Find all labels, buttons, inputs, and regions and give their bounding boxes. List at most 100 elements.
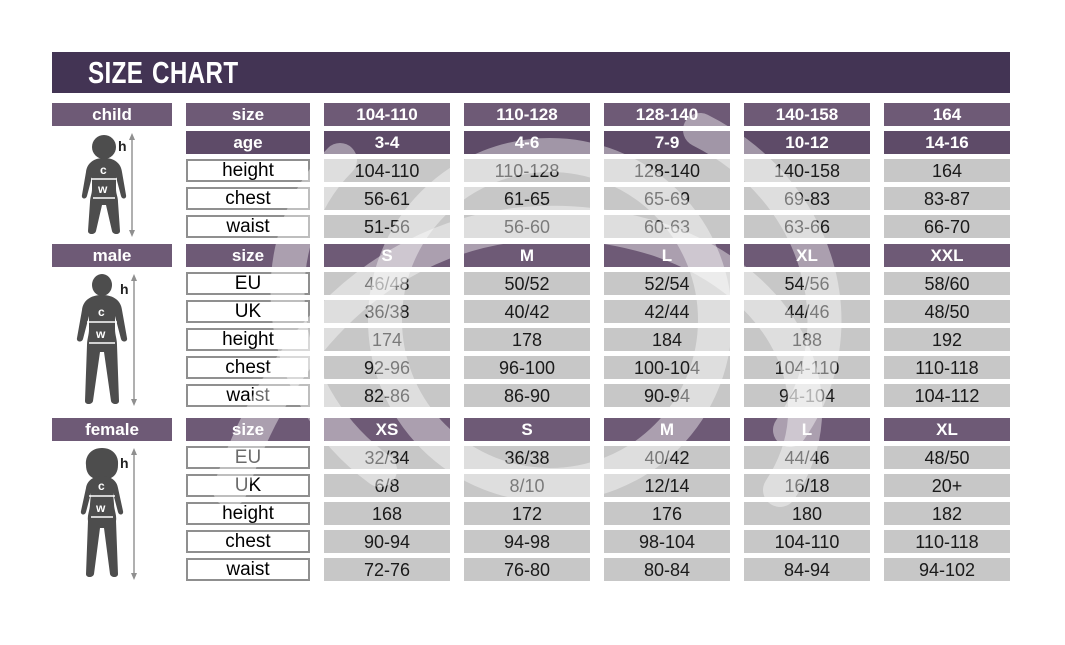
section-male: male size S M L XL XXL h c w EU 46/48 50/52 52/54… bbox=[52, 244, 1010, 407]
value-cell: 58/60 bbox=[884, 272, 1010, 295]
row-label-chest: chest bbox=[186, 356, 310, 379]
row-label-waist: waist bbox=[186, 384, 310, 407]
value-cell: 110-118 bbox=[884, 356, 1010, 379]
column-header: L bbox=[604, 244, 730, 267]
value-cell: 98-104 bbox=[604, 530, 730, 553]
value-cell: 76-80 bbox=[464, 558, 590, 581]
row-header-age: age bbox=[186, 131, 310, 154]
waist-label: w bbox=[97, 182, 108, 196]
value-cell: 192 bbox=[884, 328, 1010, 351]
value-cell: 36/38 bbox=[324, 300, 450, 323]
size-tables: child size 104-110 110-128 128-140 140-158 164… bbox=[52, 103, 1010, 581]
value-cell: 54/56 bbox=[744, 272, 870, 295]
column-header: S bbox=[464, 418, 590, 441]
value-cell: 56-60 bbox=[464, 215, 590, 238]
chest-label: c bbox=[98, 305, 105, 319]
child-figure-cell: h c w bbox=[52, 131, 172, 238]
row-label-height: height bbox=[186, 159, 310, 182]
value-cell: 176 bbox=[604, 502, 730, 525]
column-header: M bbox=[604, 418, 730, 441]
size-column-header: size bbox=[186, 418, 310, 441]
size-column-header: size bbox=[186, 103, 310, 126]
value-cell: 180 bbox=[744, 502, 870, 525]
value-cell: 140-158 bbox=[744, 159, 870, 182]
value-cell: 184 bbox=[604, 328, 730, 351]
value-cell: 48/50 bbox=[884, 300, 1010, 323]
value-cell: 7-9 bbox=[604, 131, 730, 154]
value-cell: 50/52 bbox=[464, 272, 590, 295]
value-cell: 44/46 bbox=[744, 446, 870, 469]
male-figure-cell: h c w bbox=[52, 272, 172, 407]
value-cell: 10-12 bbox=[744, 131, 870, 154]
section-child: child size 104-110 110-128 128-140 140-158 164… bbox=[52, 103, 1010, 238]
column-header: 110-128 bbox=[464, 103, 590, 126]
waist-label: w bbox=[95, 501, 106, 515]
male-silhouette: h c w bbox=[76, 274, 137, 406]
value-cell: 90-94 bbox=[604, 384, 730, 407]
height-label: h bbox=[120, 455, 129, 471]
value-cell: 48/50 bbox=[884, 446, 1010, 469]
value-cell: 164 bbox=[884, 159, 1010, 182]
row-label-chest: chest bbox=[186, 187, 310, 210]
value-cell: 104-110 bbox=[744, 530, 870, 553]
value-cell: 36/38 bbox=[464, 446, 590, 469]
section-header-male: male bbox=[52, 244, 172, 267]
value-cell: 83-87 bbox=[884, 187, 1010, 210]
value-cell: 86-90 bbox=[464, 384, 590, 407]
value-cell: 104-110 bbox=[744, 356, 870, 379]
value-cell: 104-110 bbox=[324, 159, 450, 182]
value-cell: 63-66 bbox=[744, 215, 870, 238]
value-cell: 6/8 bbox=[324, 474, 450, 497]
value-cell: 178 bbox=[464, 328, 590, 351]
value-cell: 20+ bbox=[884, 474, 1010, 497]
row-label-waist: waist bbox=[186, 558, 310, 581]
chest-label: c bbox=[100, 163, 107, 177]
value-cell: 56-61 bbox=[324, 187, 450, 210]
value-cell: 94-102 bbox=[884, 558, 1010, 581]
value-cell: 69-83 bbox=[744, 187, 870, 210]
value-cell: 72-76 bbox=[324, 558, 450, 581]
value-cell: 40/42 bbox=[604, 446, 730, 469]
column-header: 104-110 bbox=[324, 103, 450, 126]
value-cell: 66-70 bbox=[884, 215, 1010, 238]
value-cell: 104-112 bbox=[884, 384, 1010, 407]
value-cell: 100-104 bbox=[604, 356, 730, 379]
row-label-height: height bbox=[186, 502, 310, 525]
value-cell: 16/18 bbox=[744, 474, 870, 497]
value-cell: 65-69 bbox=[604, 187, 730, 210]
row-label-chest: chest bbox=[186, 530, 310, 553]
value-cell: 94-98 bbox=[464, 530, 590, 553]
value-cell: 42/44 bbox=[604, 300, 730, 323]
value-cell: 51-56 bbox=[324, 215, 450, 238]
value-cell: 182 bbox=[884, 502, 1010, 525]
value-cell: 110-118 bbox=[884, 530, 1010, 553]
female-silhouette: h c w bbox=[80, 448, 137, 580]
value-cell: 60-63 bbox=[604, 215, 730, 238]
value-cell: 44/46 bbox=[744, 300, 870, 323]
section-header-child: child bbox=[52, 103, 172, 126]
female-figure-cell: h c w bbox=[52, 446, 172, 581]
chest-label: c bbox=[98, 479, 105, 493]
value-cell: 4-6 bbox=[464, 131, 590, 154]
row-label-UK: UK bbox=[186, 474, 310, 497]
column-header: XL bbox=[744, 244, 870, 267]
size-column-header: size bbox=[186, 244, 310, 267]
waist-label: w bbox=[95, 327, 106, 341]
row-label-waist: waist bbox=[186, 215, 310, 238]
row-label-EU: EU bbox=[186, 272, 310, 295]
value-cell: 80-84 bbox=[604, 558, 730, 581]
value-cell: 40/42 bbox=[464, 300, 590, 323]
value-cell: 8/10 bbox=[464, 474, 590, 497]
column-header: L bbox=[744, 418, 870, 441]
height-label: h bbox=[118, 138, 127, 154]
child-silhouette: h c w bbox=[81, 133, 135, 237]
row-label-EU: EU bbox=[186, 446, 310, 469]
value-cell: 128-140 bbox=[604, 159, 730, 182]
value-cell: 168 bbox=[324, 502, 450, 525]
value-cell: 82-86 bbox=[324, 384, 450, 407]
page-title: SIZE CHART bbox=[88, 54, 239, 90]
height-label: h bbox=[120, 281, 129, 297]
value-cell: 90-94 bbox=[324, 530, 450, 553]
value-cell: 14-16 bbox=[884, 131, 1010, 154]
